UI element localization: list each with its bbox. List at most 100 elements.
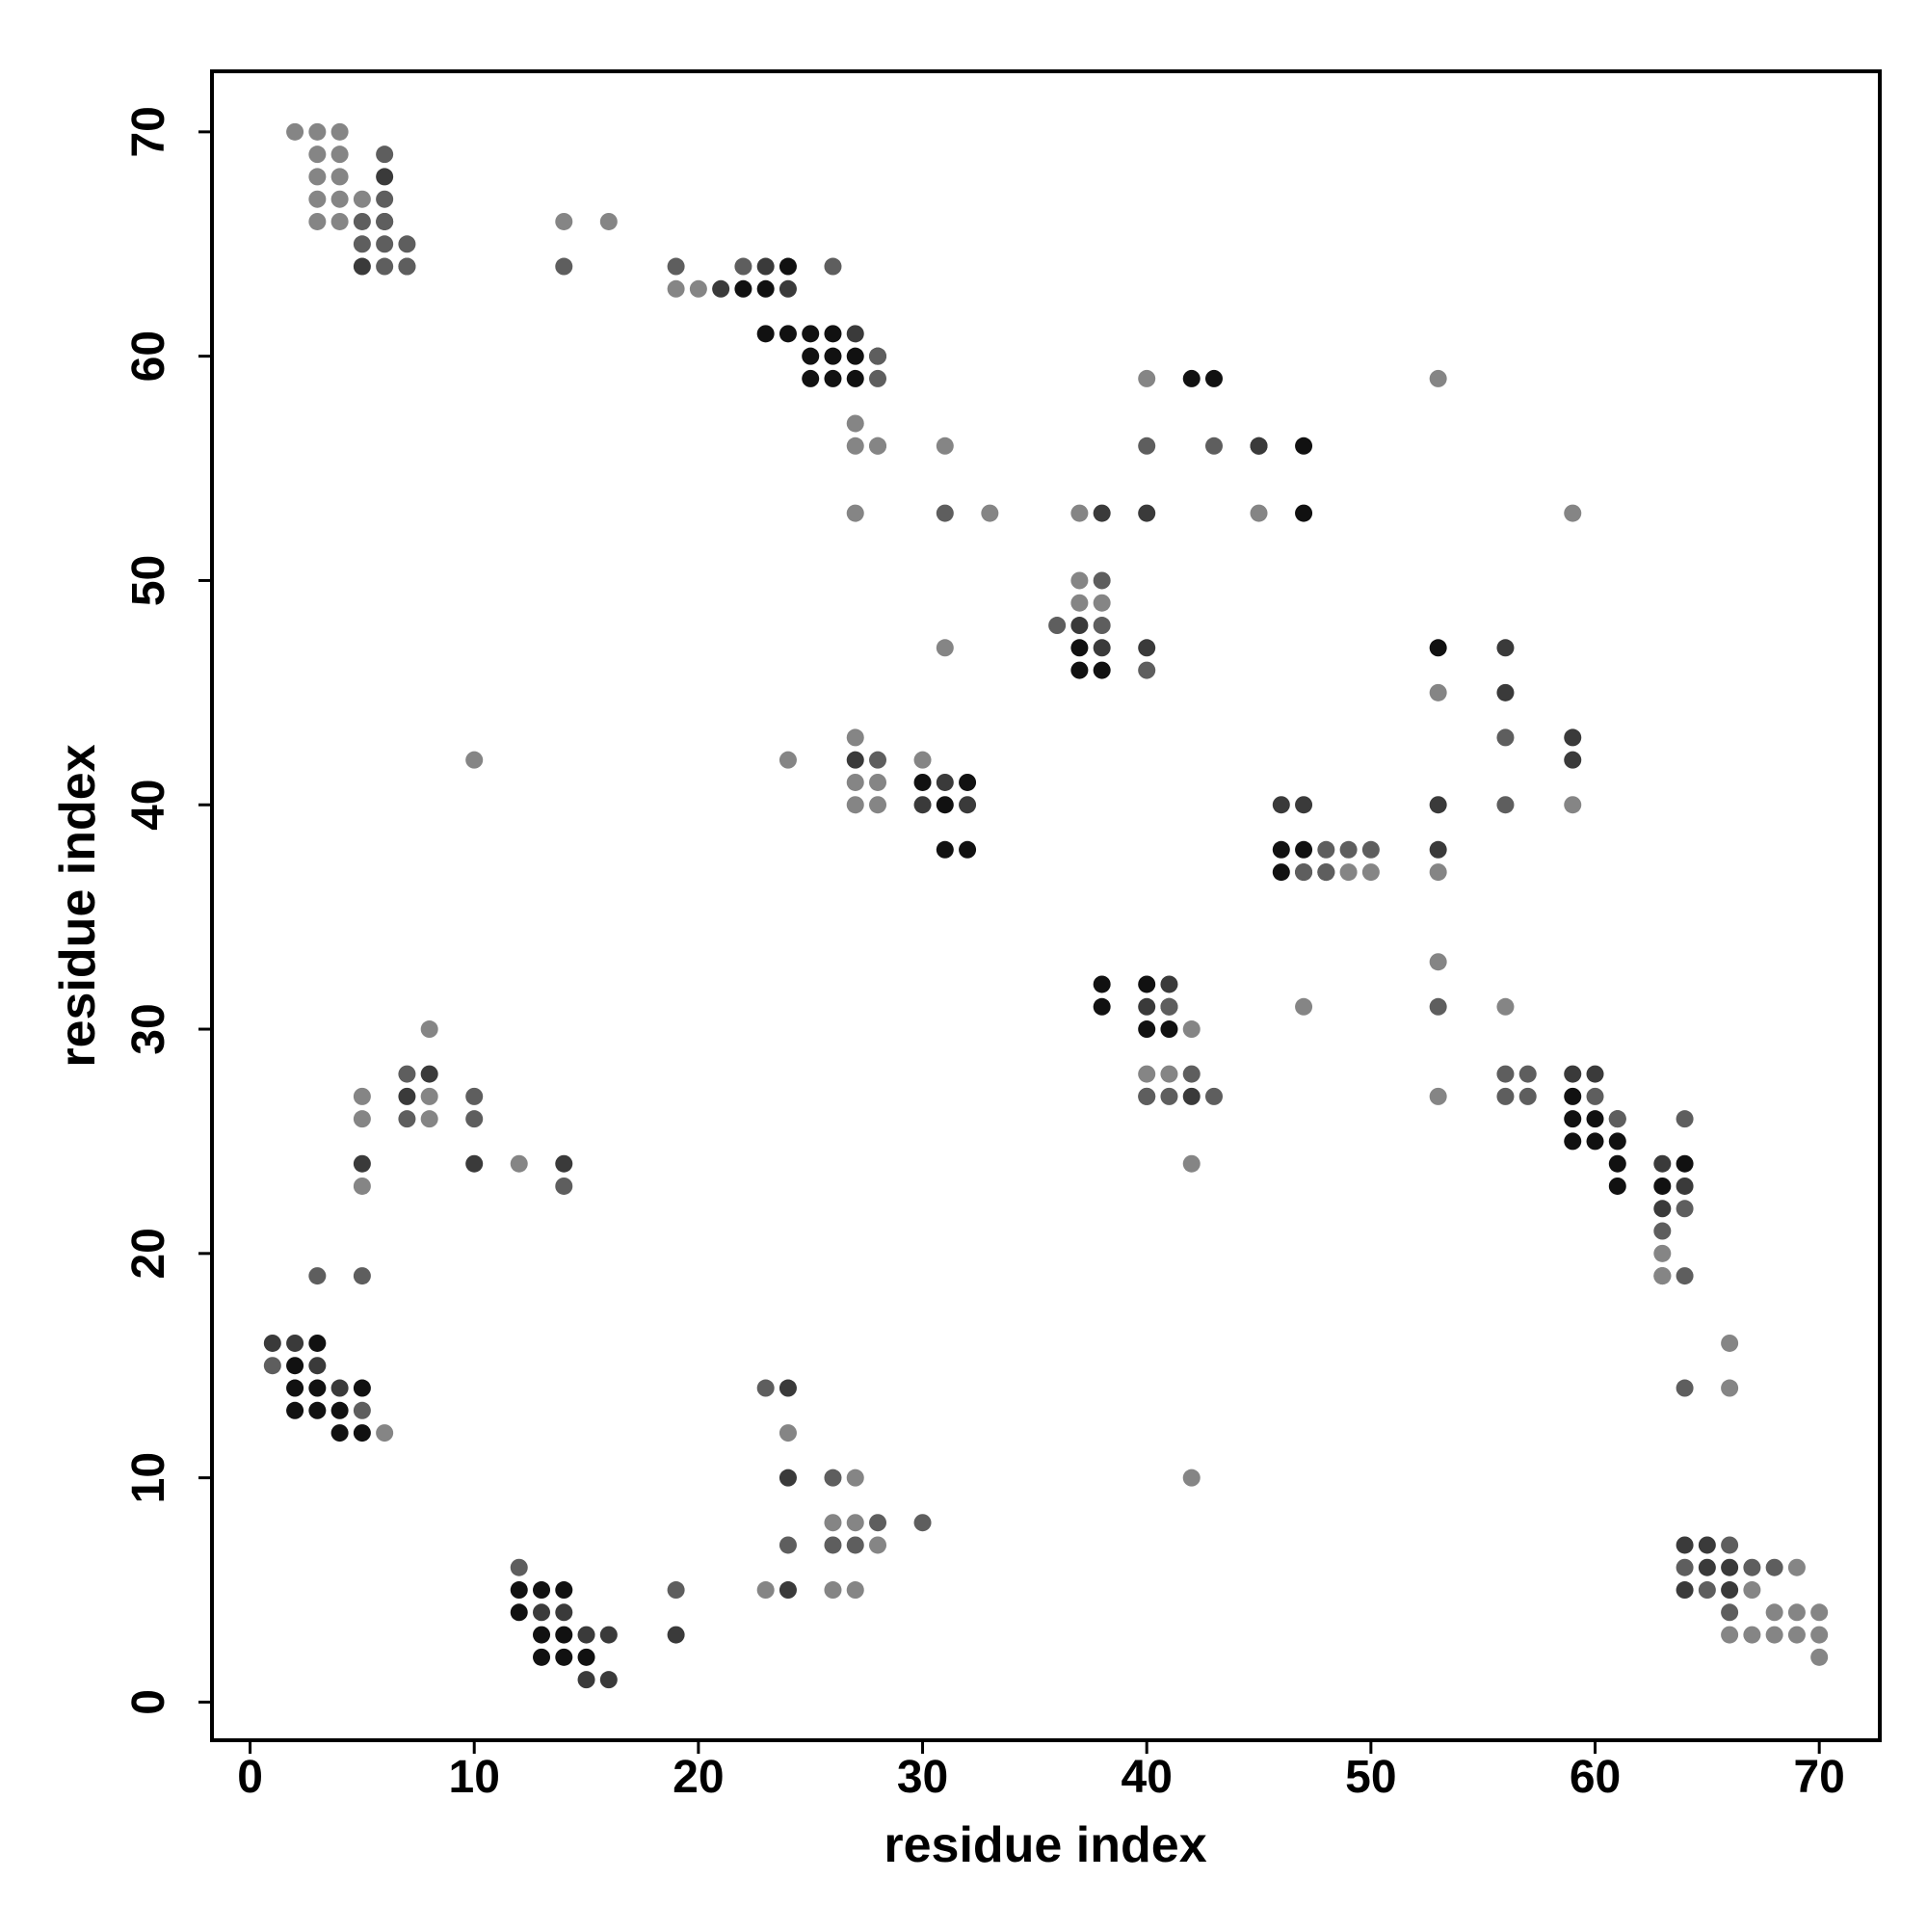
point [555, 1154, 573, 1173]
point [555, 1648, 573, 1666]
point [420, 1110, 438, 1128]
point [1429, 997, 1447, 1016]
point [1093, 617, 1111, 635]
point [1295, 863, 1313, 882]
point [802, 369, 820, 387]
point [353, 1424, 371, 1442]
point [689, 279, 707, 298]
point [1429, 953, 1447, 971]
point [846, 1469, 864, 1487]
point [308, 146, 327, 164]
point [1429, 639, 1447, 657]
point [308, 212, 327, 230]
point [869, 437, 887, 455]
point [1608, 1177, 1626, 1195]
point [1698, 1558, 1716, 1576]
point [869, 369, 887, 387]
point [756, 1379, 775, 1397]
point [1653, 1154, 1672, 1173]
point [555, 1581, 573, 1600]
point [465, 1087, 484, 1105]
point [1295, 796, 1313, 814]
point [1138, 369, 1156, 387]
point [1272, 863, 1290, 882]
point [1160, 997, 1178, 1016]
point [330, 146, 349, 164]
point [1743, 1581, 1761, 1600]
point [846, 751, 864, 769]
point [779, 1424, 797, 1442]
point [779, 1536, 797, 1554]
point [1182, 1469, 1201, 1487]
point [1564, 504, 1582, 522]
point [779, 1469, 797, 1487]
point [420, 1020, 438, 1039]
point [376, 212, 394, 230]
point [1429, 840, 1447, 859]
point [308, 1267, 327, 1285]
point [1810, 1626, 1829, 1644]
point [1698, 1536, 1716, 1554]
point [936, 773, 954, 791]
point [936, 796, 954, 814]
point [398, 235, 416, 253]
y-tick-label: 30 [123, 1003, 174, 1054]
point [869, 796, 887, 814]
point [286, 122, 304, 141]
point [1361, 863, 1380, 882]
point [1810, 1603, 1829, 1622]
point [286, 1401, 304, 1419]
point [1518, 1087, 1537, 1105]
point [824, 1536, 842, 1554]
point [779, 1581, 797, 1600]
point [1339, 863, 1358, 882]
point [846, 437, 864, 455]
point [308, 1334, 327, 1352]
point [824, 1514, 842, 1532]
x-axis-title: residue index [884, 1817, 1206, 1873]
point [1317, 863, 1335, 882]
point [1160, 1087, 1178, 1105]
point [353, 1154, 371, 1173]
point [1070, 594, 1089, 612]
point [1653, 1267, 1672, 1285]
point [555, 1603, 573, 1622]
point [846, 369, 864, 387]
point [353, 190, 371, 208]
point [1586, 1132, 1604, 1151]
y-tick-label: 70 [123, 106, 174, 157]
point [1496, 728, 1515, 747]
point [308, 168, 327, 186]
point [1070, 617, 1089, 635]
point [936, 504, 954, 522]
point [308, 122, 327, 141]
point [734, 257, 752, 276]
point [599, 1626, 618, 1644]
point [1743, 1558, 1761, 1576]
point [1564, 796, 1582, 814]
point [1138, 504, 1156, 522]
point [846, 1514, 864, 1532]
point [555, 1626, 573, 1644]
point [846, 414, 864, 433]
y-axis-title: residue index [50, 744, 106, 1067]
point [330, 122, 349, 141]
point [1496, 1065, 1515, 1083]
point [330, 212, 349, 230]
point [376, 257, 394, 276]
point [779, 279, 797, 298]
x-tick-label: 20 [673, 1752, 724, 1803]
point [846, 325, 864, 343]
point [286, 1334, 304, 1352]
point [1429, 863, 1447, 882]
point [1586, 1110, 1604, 1128]
x-tick-label: 10 [449, 1752, 500, 1803]
point [1160, 975, 1178, 993]
point [510, 1581, 528, 1600]
point [1564, 728, 1582, 747]
point [1429, 796, 1447, 814]
point [667, 1626, 685, 1644]
point [1317, 840, 1335, 859]
